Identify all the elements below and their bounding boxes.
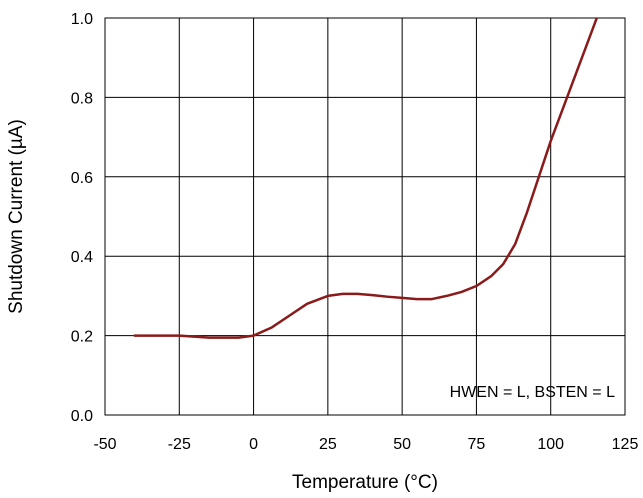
- annotation-text: HWEN = L, BSTEN = L: [450, 384, 615, 401]
- y-tick-label: 0.8: [71, 90, 93, 107]
- y-axis-label: Shutdown Current (µA): [6, 119, 27, 314]
- x-axis-label: Temperature (°C): [292, 472, 438, 493]
- series-line: [133, 18, 599, 339]
- x-tick-labels: -50 -25 0 25 50 75 100 125: [93, 436, 638, 453]
- x-tick-label: -50: [93, 436, 116, 453]
- x-tick-label: 75: [468, 436, 486, 453]
- y-tick-label: 0.2: [71, 329, 93, 346]
- y-tick-label: 0.0: [71, 408, 93, 425]
- y-gridlines: [105, 96, 625, 337]
- y-tick-label: 0.4: [71, 249, 93, 266]
- plot-frame: [104, 17, 626, 416]
- y-tick-labels: 0.0 0.2 0.4 0.6 0.8 1.0: [71, 11, 93, 425]
- x-tick-label: 0: [249, 436, 258, 453]
- x-gridlines: [178, 18, 552, 415]
- x-tick-label: 100: [537, 436, 564, 453]
- x-tick-label: -25: [168, 436, 191, 453]
- x-tick-label: 25: [319, 436, 337, 453]
- y-tick-label: 1.0: [71, 11, 93, 28]
- x-tick-label: 125: [612, 436, 639, 453]
- x-tick-label: 50: [393, 436, 411, 453]
- y-tick-label: 0.6: [71, 170, 93, 187]
